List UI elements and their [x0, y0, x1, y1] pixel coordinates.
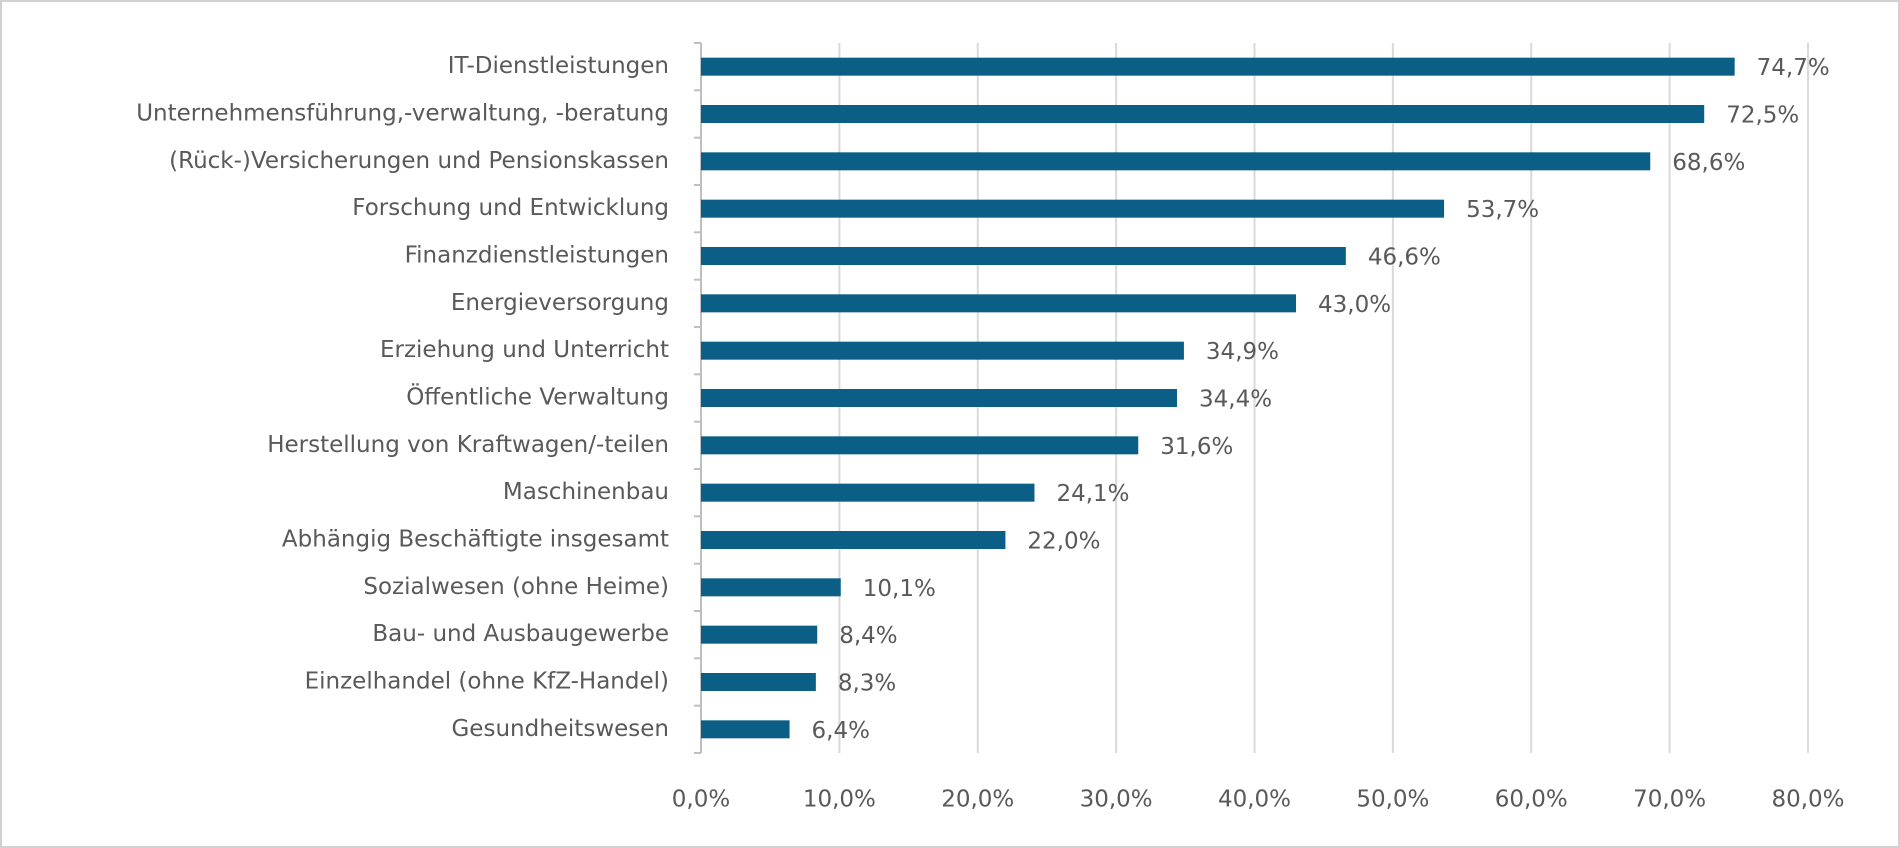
value-label: 6,4%: [812, 718, 870, 744]
x-tick-label: 50,0%: [1356, 787, 1429, 813]
bar: [701, 247, 1346, 265]
y-tick-label: Bau- und Ausbaugewerbe: [372, 621, 669, 647]
x-tick-label: 40,0%: [1218, 787, 1291, 813]
bar: [701, 152, 1651, 171]
y-tick-label: Sozialwesen (ohne Heime): [363, 574, 669, 600]
value-label: 24,1%: [1056, 481, 1129, 507]
x-tick-label: 80,0%: [1771, 787, 1844, 813]
y-tick-label: Finanzdienstleistungen: [405, 243, 669, 269]
value-label: 8,3%: [838, 671, 896, 697]
bar: [701, 436, 1139, 455]
value-label: 31,6%: [1160, 434, 1233, 460]
y-tick-label: (Rück-)Versicherungen und Pensionskassen: [169, 148, 669, 174]
x-tick-label: 70,0%: [1633, 787, 1706, 813]
y-tick-label: Einzelhandel (ohne KfZ-Handel): [305, 669, 669, 695]
bar: [701, 199, 1445, 218]
x-tick-label: 10,0%: [803, 787, 876, 813]
value-label: 74,7%: [1757, 55, 1830, 81]
y-tick-label: Herstellung von Kraftwagen/-teilen: [267, 432, 669, 458]
bar: [701, 389, 1178, 407]
bar: [701, 483, 1035, 502]
y-tick-label: Öffentliche Verwaltung: [406, 383, 669, 411]
bar: [701, 531, 1006, 549]
y-tick-label: Abhängig Beschäftigte insgesamt: [282, 527, 669, 553]
value-label: 53,7%: [1466, 197, 1539, 223]
value-label: 10,1%: [863, 576, 936, 602]
y-tick-label: Gesundheitswesen: [451, 716, 669, 742]
value-label: 46,6%: [1368, 245, 1441, 271]
value-label: 68,6%: [1672, 150, 1745, 176]
bar: [701, 105, 1705, 123]
value-label: 72,5%: [1726, 103, 1799, 129]
bar: [701, 57, 1735, 76]
value-label: 43,0%: [1318, 292, 1391, 318]
bar: [701, 341, 1184, 360]
y-tick-label: Maschinenbau: [503, 479, 669, 505]
y-tick-label: IT-Dienstleistungen: [448, 53, 669, 79]
value-label: 8,4%: [839, 623, 897, 649]
x-tick-label: 20,0%: [941, 787, 1014, 813]
bar: [701, 720, 790, 739]
x-tick-label: 0,0%: [672, 787, 730, 813]
bar: [701, 578, 841, 597]
bar: [701, 625, 818, 644]
value-label: 34,4%: [1199, 387, 1272, 413]
y-tick-label: Unternehmensführung,-verwaltung, -beratu…: [136, 101, 669, 127]
y-tick-label: Erziehung und Unterricht: [380, 337, 669, 363]
y-tick-label: Forschung und Entwicklung: [352, 195, 669, 221]
x-tick-label: 60,0%: [1495, 787, 1568, 813]
y-tick-label: Energieversorgung: [451, 290, 669, 316]
value-label: 22,0%: [1027, 529, 1100, 555]
x-tick-label: 30,0%: [1080, 787, 1153, 813]
value-label: 34,9%: [1206, 339, 1279, 365]
bar: [701, 294, 1297, 313]
bar: [701, 673, 816, 691]
